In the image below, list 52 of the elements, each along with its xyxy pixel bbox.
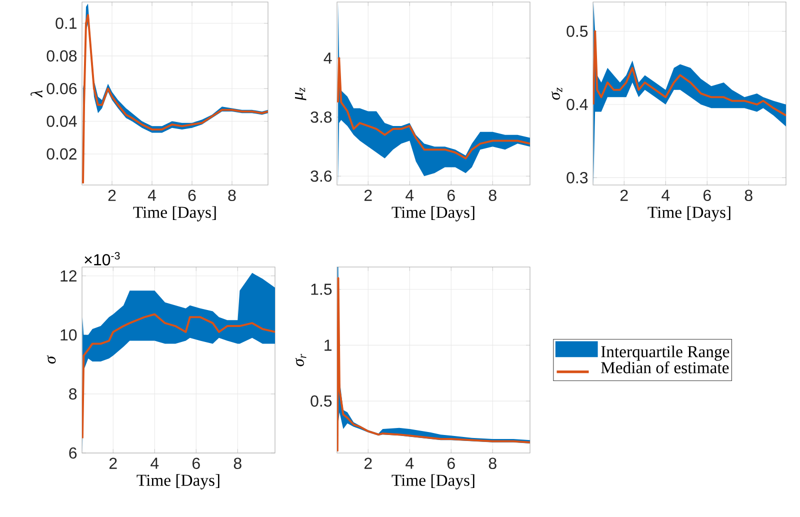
y-tick-label: 4 [324, 52, 332, 64]
y-tick-label: 0.1 [56, 18, 77, 29]
y-tick-label: 10 [60, 329, 77, 341]
x-axis-title: Time [Days] [133, 206, 216, 222]
x-tick-label: 4 [662, 190, 670, 201]
x-tick-label: 2 [109, 458, 117, 469]
y-tick-label: 0.3 [566, 172, 588, 184]
x-tick-label: 8 [744, 190, 752, 202]
x-tick-label: 4 [148, 190, 156, 201]
legend-title: Interquartile Range [601, 346, 730, 361]
y-tick-label: 12 [60, 270, 76, 282]
y-tick-label: 3.6 [310, 170, 332, 182]
x-tick-label: 8 [234, 458, 242, 470]
x-tick-label: 8 [488, 458, 496, 470]
x-axis-title: Time [Days] [392, 206, 474, 222]
x-tick-label: 4 [150, 458, 159, 469]
y-tick-label: 0.5 [310, 395, 332, 407]
x-axis-title: Time [Days] [136, 474, 220, 490]
x-tick-label: 2 [364, 458, 372, 469]
y-tick-label: 1.5 [311, 284, 332, 295]
x-tick-label: 6 [448, 190, 455, 202]
x-tick-label: 2 [108, 190, 116, 201]
y-tick-label: 0.04 [46, 116, 77, 127]
y-axis-title: σ [46, 355, 56, 364]
y-tick-label: 1 [324, 340, 332, 351]
y-axis-title: λ [30, 90, 42, 98]
x-tick-label: 6 [704, 190, 711, 202]
y-tick-label: 3.8 [310, 111, 332, 123]
y-axis-title: σ$_{z}$ [551, 88, 562, 100]
x-axis-title: Time [Days] [648, 206, 730, 222]
y-tick-label: 6 [69, 447, 77, 459]
x-tick-label: 8 [228, 190, 236, 202]
x-tick-label: 6 [192, 458, 200, 470]
y-tick-label: 0.08 [46, 50, 77, 62]
x-tick-label: 6 [448, 458, 455, 470]
line-series [593, 30, 786, 116]
y-tick-label: 0.06 [46, 82, 77, 94]
x-tick-label: 8 [488, 190, 496, 202]
x-tick-label: 6 [188, 190, 196, 202]
y-tick-label: 8 [69, 388, 77, 400]
y-tick-label: 0.5 [566, 26, 588, 37]
y-axis-title: σ$_{r}$ [295, 354, 306, 366]
x-tick-label: 4 [406, 458, 414, 469]
text: ×10$^{-3}$ [84, 252, 120, 266]
x-tick-label: 2 [620, 190, 628, 201]
x-tick-label: 2 [364, 190, 372, 201]
legend-label: Median of estimate [601, 361, 729, 374]
y-tick-label: 0.4 [566, 98, 588, 110]
y-tick-label: 0.02 [46, 148, 76, 160]
x-tick-label: 4 [406, 190, 414, 201]
x-axis-title: Time [Days] [392, 474, 474, 490]
y-axis-title: μ$_{z}$ [295, 88, 306, 100]
